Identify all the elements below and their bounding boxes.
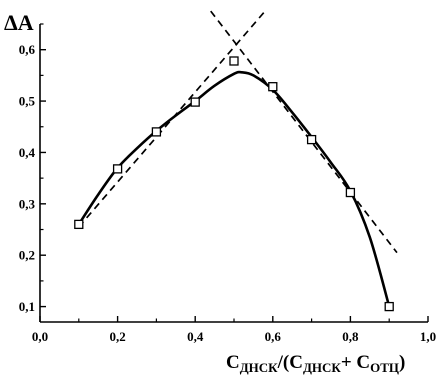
chart-ticks: 0,0 0,2 0,4 0,6 0,8 1,0 0,1 0,2 0,3 0,4 0,5 0,6 <box>19 23 436 344</box>
x-tick-label: 0,2 <box>109 329 125 344</box>
x-title-end: ) <box>399 352 405 373</box>
data-point <box>268 82 278 92</box>
x-tick-label: 0,8 <box>342 329 359 344</box>
y-tick-label: 0,5 <box>19 94 36 109</box>
x-tick-label: 1,0 <box>420 329 436 344</box>
x-title-c1: C <box>226 352 240 373</box>
data-point <box>190 97 200 107</box>
data-point <box>112 164 123 174</box>
x-title-sub2: ДНСК <box>303 360 341 375</box>
data-point <box>151 127 162 137</box>
x-tick-label: 0,4 <box>187 329 204 344</box>
x-axis-title: CДНСК/(CДНСК+ CОТЦ) <box>226 352 405 375</box>
fit-curve <box>77 70 391 308</box>
y-tick-label: 0,2 <box>19 248 35 263</box>
x-tick-label: 0,6 <box>265 329 282 344</box>
x-tick-label: 0,0 <box>32 329 48 344</box>
y-tick-label: 0,4 <box>19 145 36 160</box>
data-point <box>384 301 394 312</box>
x-title-sub3: ОТЦ <box>370 360 399 375</box>
x-title-mid: /(C <box>277 352 303 373</box>
x-title-sub1: ДНСК <box>240 360 278 375</box>
tangent-line-2 <box>210 10 398 254</box>
y-tick-label: 0,6 <box>19 42 36 57</box>
y-axis-title: ΔA <box>4 10 34 35</box>
data-point <box>306 134 317 145</box>
chart-axes <box>39 24 428 323</box>
data-point <box>74 219 84 230</box>
y-tick-label: 0,1 <box>19 299 35 314</box>
data-point <box>229 56 239 66</box>
x-title-plus: + C <box>341 352 370 373</box>
data-point <box>345 187 356 198</box>
chart-lines <box>77 10 398 308</box>
y-tick-label: 0,3 <box>19 196 36 211</box>
chart-points <box>74 56 394 312</box>
